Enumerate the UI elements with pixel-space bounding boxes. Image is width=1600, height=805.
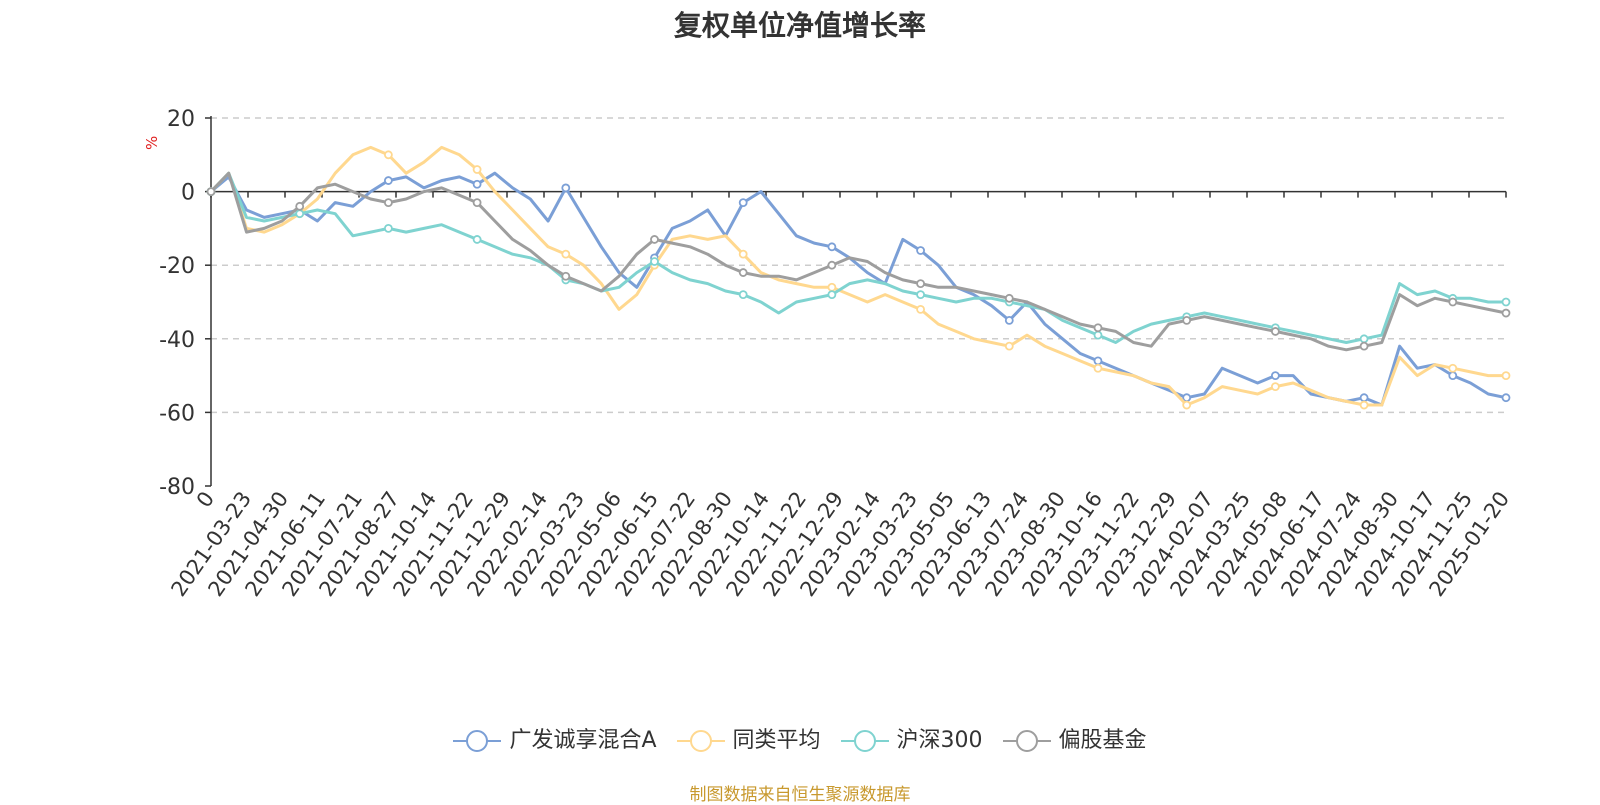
series-point <box>738 268 748 277</box>
series-point <box>1501 371 1511 381</box>
grid-lines <box>211 117 1506 414</box>
series-line <box>209 145 1506 407</box>
series-point <box>1004 293 1014 303</box>
series-point <box>1359 341 1369 351</box>
series-point <box>1182 393 1192 403</box>
series-point <box>1359 393 1369 403</box>
series-point <box>1501 308 1511 318</box>
y-tick-label: -20 <box>159 254 195 279</box>
series-point <box>206 187 216 197</box>
series-point <box>383 198 393 208</box>
legend-label: 沪深300 <box>896 728 983 753</box>
series-point <box>1270 382 1280 392</box>
legend-item[interactable]: 沪深300 <box>840 722 983 754</box>
series-point <box>827 290 837 300</box>
series-point <box>1093 363 1103 373</box>
legend-marker-icon <box>1002 730 1051 752</box>
series-point <box>1270 371 1280 381</box>
series-point <box>383 176 393 185</box>
series-point <box>295 209 305 219</box>
y-tick-labels: 20 0 -20 -40 -60 -80 <box>159 107 195 500</box>
series-point <box>1501 393 1511 403</box>
series-point <box>650 235 659 244</box>
series-point <box>561 183 571 193</box>
y-tick-label: -60 <box>159 401 195 426</box>
series-point <box>1448 371 1458 381</box>
legend-item[interactable]: 偏股基金 <box>1002 722 1147 754</box>
series-line <box>209 171 1506 344</box>
series-point <box>827 242 837 252</box>
series-point <box>383 150 393 160</box>
series-point <box>916 304 925 314</box>
series-point <box>1448 297 1458 307</box>
series-point <box>1004 341 1014 351</box>
series-point <box>650 257 659 266</box>
series-point <box>738 290 748 300</box>
series-point <box>916 279 925 289</box>
legend-label: 偏股基金 <box>1058 728 1147 753</box>
series-point <box>1093 356 1103 366</box>
series-point <box>827 260 837 270</box>
series-point <box>1270 327 1280 336</box>
series-point <box>1501 297 1511 307</box>
y-tick-label: 20 <box>167 107 195 132</box>
legend-marker-icon <box>453 730 502 752</box>
series-point <box>738 249 748 259</box>
series-point <box>472 179 482 189</box>
legend-label: 广发诚享混合A <box>509 728 657 753</box>
series-point <box>1359 400 1369 410</box>
series-line <box>209 171 1507 352</box>
series-point <box>1448 363 1458 373</box>
series-point <box>383 223 393 233</box>
y-tick-label: 0 <box>181 181 195 206</box>
source-note: 制图数据来自恒生聚源数据库 <box>689 785 911 805</box>
series-point <box>472 198 482 208</box>
series-lines <box>206 145 1511 410</box>
legend-item[interactable]: 广发诚享混合A <box>453 722 657 754</box>
legend-label: 同类平均 <box>732 728 821 753</box>
x-tick-labels: 02021-03-232021-04-302021-06-112021-07-2… <box>166 487 1514 601</box>
series-point <box>1093 323 1103 333</box>
legend: 广发诚享混合A 同类平均 沪深300 偏股基金 <box>0 722 1600 754</box>
series-point <box>561 249 571 259</box>
series-point <box>1093 330 1103 340</box>
series-point <box>916 246 925 255</box>
series-point <box>1182 400 1192 410</box>
legend-marker-icon <box>676 730 725 752</box>
x-tick-label: 0 <box>192 487 219 512</box>
chart-title: 复权单位净值增长率 <box>673 9 926 42</box>
series-point <box>295 201 305 211</box>
y-tick-label: -40 <box>159 328 195 353</box>
axes <box>205 116 1507 487</box>
series-point <box>561 271 571 281</box>
legend-marker-icon <box>840 730 889 752</box>
series-line <box>210 171 1507 407</box>
series-point <box>738 198 748 208</box>
series-point <box>827 282 837 292</box>
series-point <box>472 235 482 244</box>
series-point <box>472 165 482 174</box>
series-point <box>916 290 925 300</box>
series-point <box>1182 315 1192 325</box>
series-point <box>1359 334 1369 344</box>
line-chart: 20 0 -20 -40 -60 -80 02021-03-232021-04-30202… <box>159 107 1514 601</box>
y-tick-label: -80 <box>159 475 195 500</box>
legend-item[interactable]: 同类平均 <box>676 722 821 754</box>
series-point <box>1004 315 1014 325</box>
